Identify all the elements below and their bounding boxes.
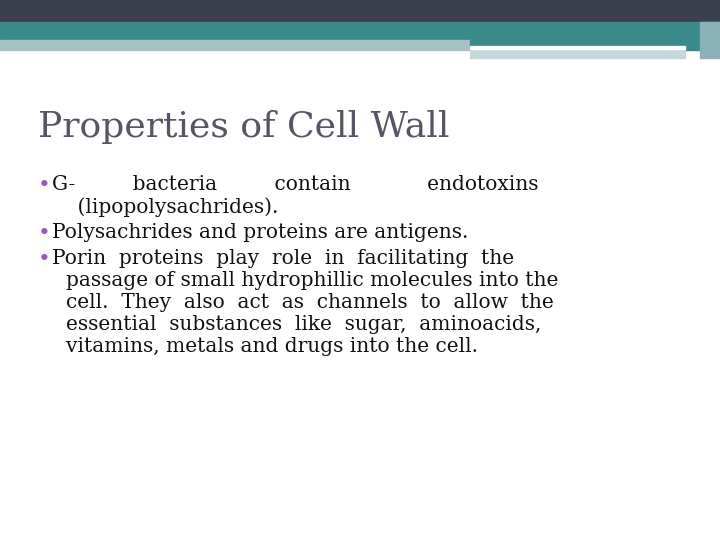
Bar — [470, 50, 685, 58]
Text: essential  substances  like  sugar,  aminoacids,: essential substances like sugar, aminoac… — [66, 315, 541, 334]
Text: G-         bacteria         contain            endotoxins: G- bacteria contain endotoxins — [52, 175, 539, 194]
Text: Polysachrides and proteins are antigens.: Polysachrides and proteins are antigens. — [52, 223, 469, 242]
Text: (lipopolysachrides).: (lipopolysachrides). — [52, 197, 279, 217]
Text: passage of small hydrophillic molecules into the: passage of small hydrophillic molecules … — [66, 271, 559, 290]
Text: Properties of Cell Wall: Properties of Cell Wall — [38, 110, 449, 144]
Bar — [470, 46, 685, 49]
Text: •: • — [38, 223, 50, 243]
Bar — [700, 22, 720, 58]
Bar — [0, 0, 720, 22]
Text: •: • — [38, 249, 50, 269]
Text: vitamins, metals and drugs into the cell.: vitamins, metals and drugs into the cell… — [66, 337, 478, 356]
Text: Porin  proteins  play  role  in  facilitating  the: Porin proteins play role in facilitating… — [52, 249, 514, 268]
Bar — [470, 40, 720, 50]
Text: cell.  They  also  act  as  channels  to  allow  the: cell. They also act as channels to allow… — [66, 293, 554, 312]
Bar — [0, 22, 720, 40]
Bar — [0, 40, 470, 50]
Text: •: • — [38, 175, 50, 195]
